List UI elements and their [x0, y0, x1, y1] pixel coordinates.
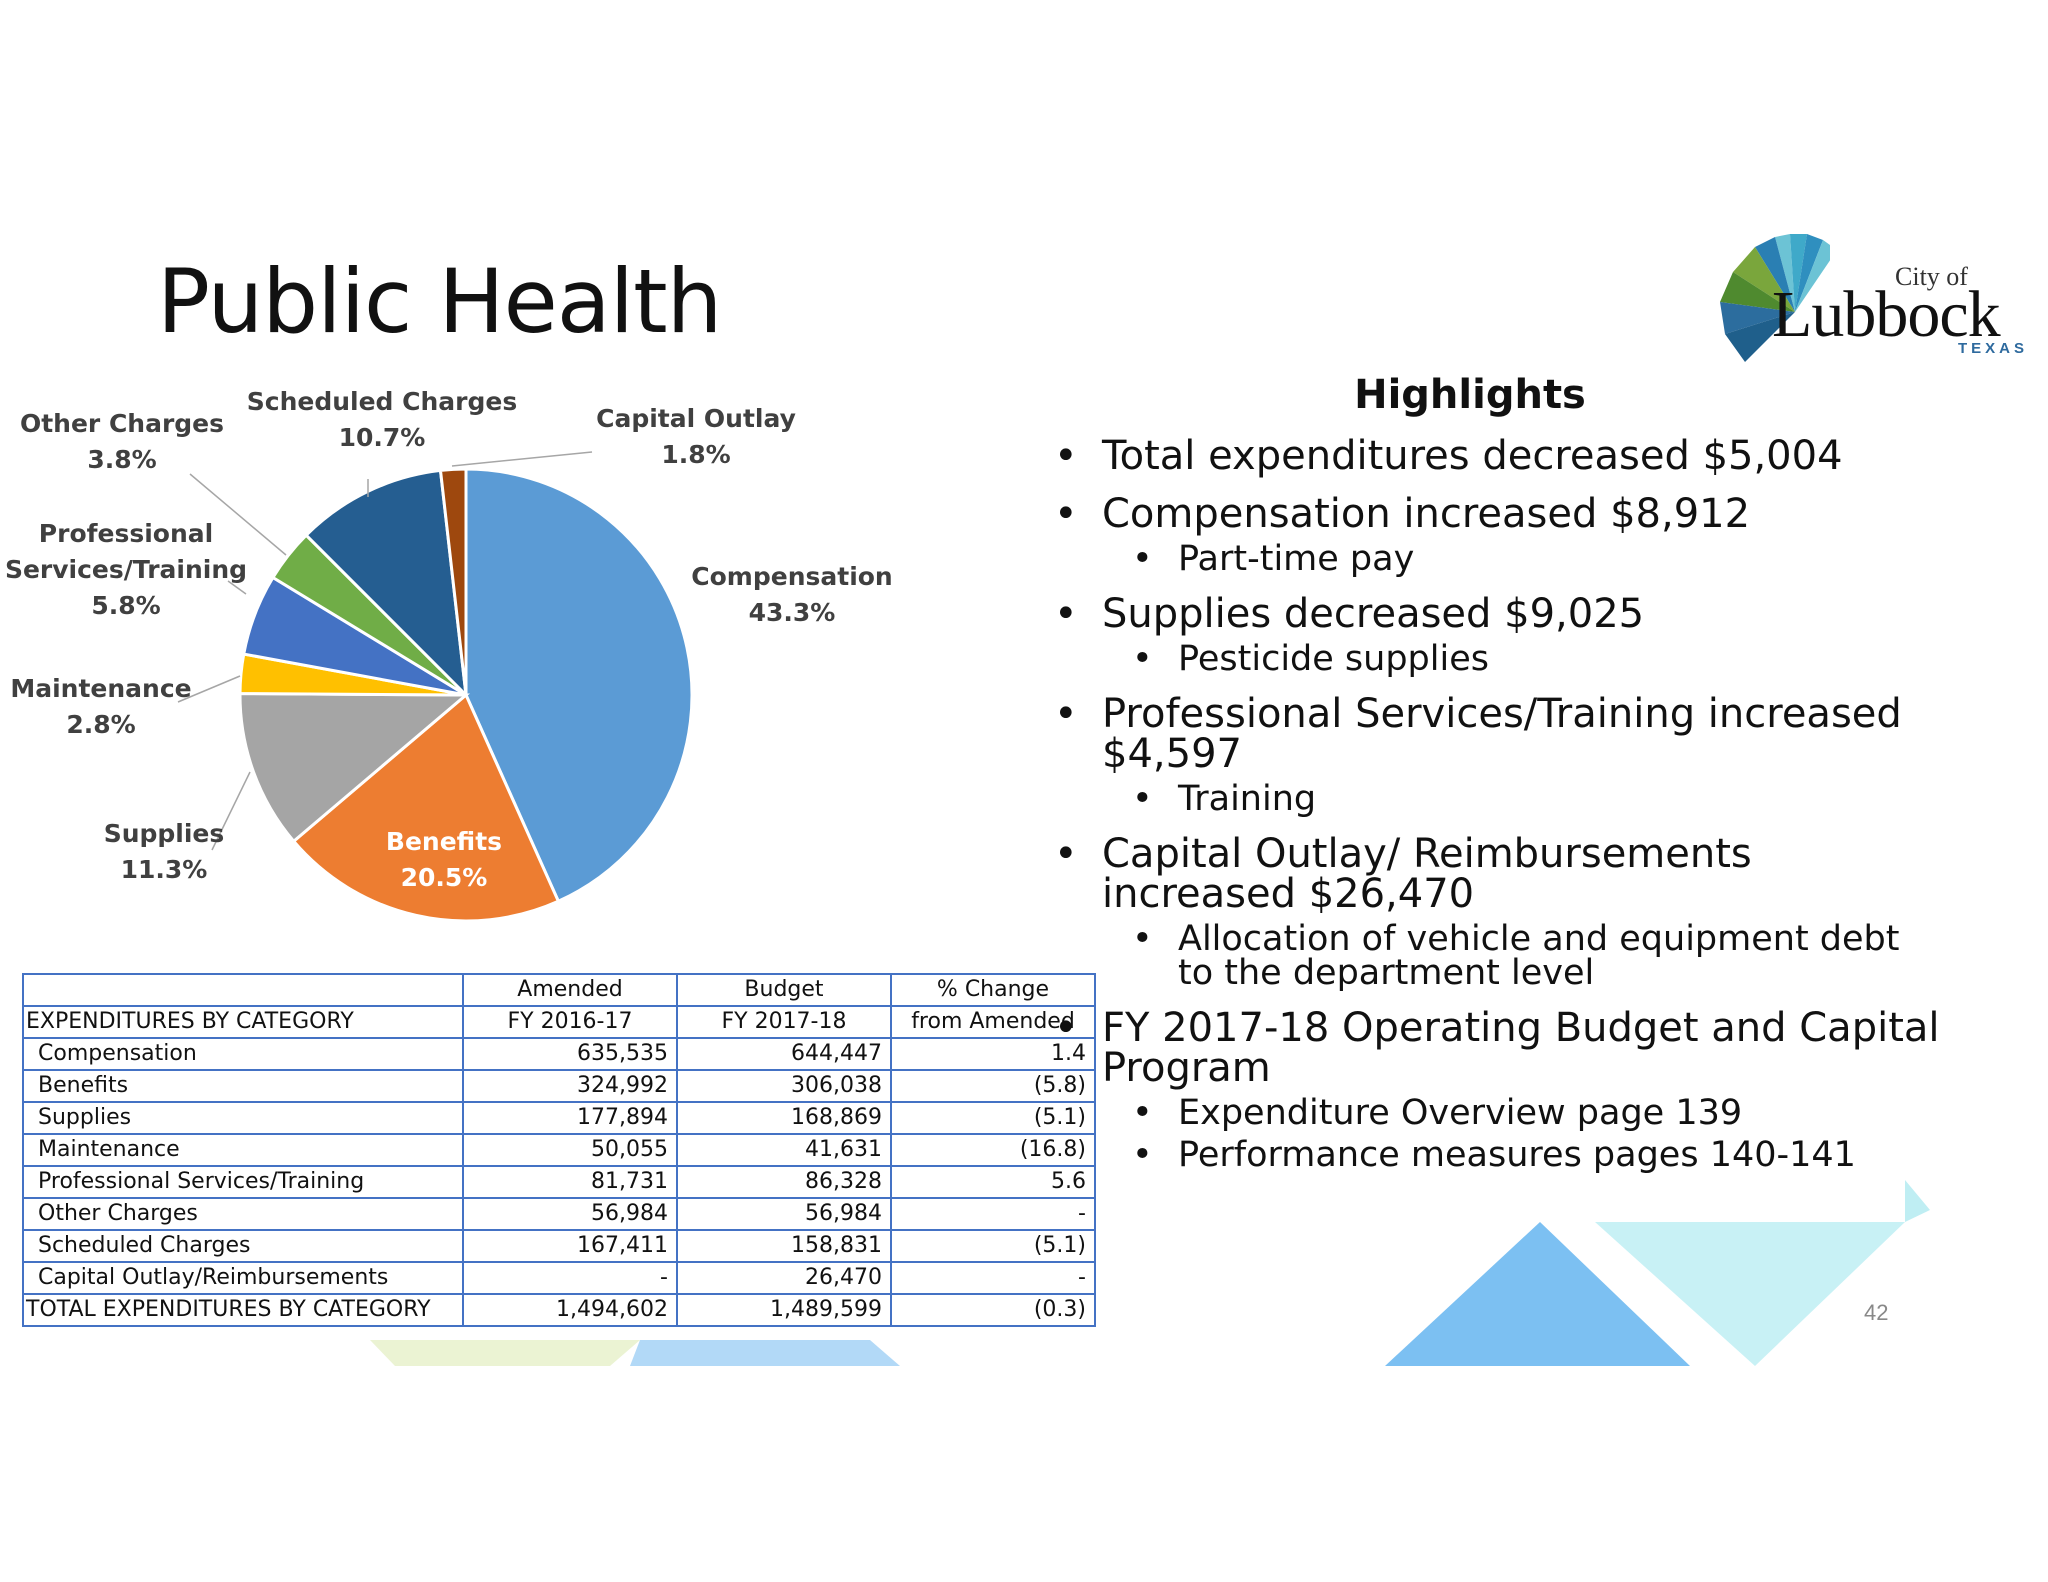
highlight-bullet: Compensation increased $8,912 — [1040, 494, 1940, 534]
data-label-category: Professional — [39, 519, 213, 548]
data-label-category: Benefits — [386, 827, 502, 856]
table-cell: 56,984 — [676, 1197, 892, 1231]
table-cell: 26,470 — [676, 1261, 892, 1295]
table-cell: - — [890, 1197, 1096, 1231]
data-label-category: Supplies — [104, 819, 225, 848]
table-cell: 1,494,602 — [462, 1293, 678, 1327]
table-cell: 50,055 — [462, 1133, 678, 1167]
expenditures-table: Amended Budget% Change EXPENDITURES BY CAT… — [22, 973, 1096, 1327]
table-cell: Amended — [462, 973, 678, 1007]
data-label-value: 20.5% — [401, 863, 488, 892]
table-row: Capital Outlay/Reimbursements -26,470- — [22, 1261, 1096, 1295]
pie-slice-compensation — [464, 467, 694, 904]
table-header-row: Amended Budget% Change — [22, 973, 1096, 1007]
table-cell: Budget — [676, 973, 892, 1007]
highlight-bullet: Capital Outlay/ Reimbursements increased… — [1040, 834, 1940, 914]
leader-line — [227, 580, 247, 595]
city-logo: City of Lubbock TEXAS — [1700, 222, 2030, 362]
table-cell: - — [462, 1261, 678, 1295]
pie-slice-capital-outlay — [438, 467, 468, 696]
table-cell: Benefits — [22, 1069, 464, 1103]
leader-line — [177, 675, 241, 703]
table-row: Benefits 324,992 306,038 (5.8) — [22, 1069, 1096, 1103]
data-label-value: 2.8% — [66, 710, 135, 739]
leader-line — [451, 451, 593, 467]
table-cell: 635,535 — [462, 1037, 678, 1071]
table-cell: 1,489,599 — [676, 1293, 892, 1327]
table-row: Scheduled Charges 167,411 158,831 (5.1) — [22, 1229, 1096, 1263]
page-number: 42 — [1864, 1300, 1889, 1325]
highlight-bullet: FY 2017-18 Operating Budget and Capital … — [1040, 1008, 1940, 1088]
table-cell: Supplies — [22, 1101, 464, 1135]
logo-state-text: TEXAS — [1958, 340, 2029, 357]
highlights-panel: Highlights Total expenditures decreased … — [1040, 372, 1940, 1173]
highlight-sub-bullet: Allocation of vehicle and equipment debt… — [1040, 922, 1940, 991]
table-cell: FY 2017-18 — [676, 1005, 892, 1039]
data-label-value: 11.3% — [121, 855, 208, 884]
table-cell: TOTAL EXPENDITURES BY CATEGORY — [22, 1293, 464, 1327]
table-cell — [22, 973, 464, 1007]
table-cell: 168,869 — [676, 1101, 892, 1135]
data-label-value: 43.3% — [749, 598, 836, 627]
data-label-category: Other Charges — [20, 409, 224, 438]
highlight-sub-bullet: Training — [1040, 782, 1940, 817]
data-label-value: 5.8% — [91, 591, 160, 620]
table-row: Compensation 635,535 644,447 1.4 — [22, 1037, 1096, 1071]
data-label-value: 1.8% — [661, 440, 730, 469]
table-cell: Scheduled Charges — [22, 1229, 464, 1263]
table-cell: Maintenance — [22, 1133, 464, 1167]
data-label-category: Scheduled Charges — [247, 387, 517, 416]
highlight-sub-bullet: Part-time pay — [1040, 542, 1940, 577]
table-cell: Compensation — [22, 1037, 464, 1071]
logo-sunburst-icon — [1720, 234, 1830, 362]
expenditure-pie-chart: Compensation 43.3% Benefits 20.5% Supplies 11… — [5, 387, 893, 923]
table-cell: 158,831 — [676, 1229, 892, 1263]
table-cell: 306,038 — [676, 1069, 892, 1103]
table-cell: 324,992 — [462, 1069, 678, 1103]
table-cell: Capital Outlay/Reimbursements — [22, 1261, 464, 1295]
highlight-sub-bullet: Expenditure Overview page 139 — [1040, 1096, 1940, 1131]
pie-slice-benefits — [291, 692, 561, 923]
table-cell: 81,731 — [462, 1165, 678, 1199]
highlight-bullet: Supplies decreased $9,025 — [1040, 594, 1940, 634]
data-label-category: Maintenance — [10, 674, 191, 703]
table-cell: 167,411 — [462, 1229, 678, 1263]
highlight-sub-bullet: Performance measures pages 140-141 — [1040, 1138, 1940, 1173]
table-cell: 177,894 — [462, 1101, 678, 1135]
leader-line — [211, 771, 251, 851]
table-row: Maintenance 50,055 41,631 (16.8) — [22, 1133, 1096, 1167]
table-cell: Other Charges — [22, 1197, 464, 1231]
table-cell: - — [890, 1261, 1096, 1295]
highlights-title: Highlights — [1354, 372, 1586, 418]
table-cell: EXPENDITURES BY CATEGORY — [22, 1005, 464, 1039]
table-cell: 86,328 — [676, 1165, 892, 1199]
highlight-bullet: Total expenditures decreased $5,004 — [1040, 436, 1940, 476]
logo-name-text: Lubbock — [1772, 278, 2001, 351]
table-total-row: TOTAL EXPENDITURES BY CATEGORY 1,494,602 1… — [22, 1293, 1096, 1327]
data-label-category: Capital Outlay — [596, 404, 796, 433]
table-header-row: EXPENDITURES BY CATEGORY FY 2016-17 FY 201… — [22, 1005, 1096, 1039]
page-title: Public Health — [157, 250, 722, 353]
table-cell: 41,631 — [676, 1133, 892, 1167]
highlight-bullet: Professional Services/Training increased… — [1040, 694, 1940, 774]
table-cell: (0.3) — [890, 1293, 1096, 1327]
logo-city-text: City of — [1895, 262, 1968, 291]
table-cell: Professional Services/Training — [22, 1165, 464, 1199]
pie-slice-supplies — [238, 692, 471, 844]
table-row: Supplies 177,894 168,869 (5.1) — [22, 1101, 1096, 1135]
leader-line — [189, 473, 287, 556]
data-label-value: 10.7% — [339, 423, 426, 452]
data-label-category: Services/Training — [5, 555, 247, 584]
table-cell: 644,447 — [676, 1037, 892, 1071]
table-cell: 56,984 — [462, 1197, 678, 1231]
data-label-category: Compensation — [691, 562, 892, 591]
table-cell: FY 2016-17 — [462, 1005, 678, 1039]
data-label-value: 3.8% — [87, 445, 156, 474]
table-cell: (5.1) — [890, 1229, 1096, 1263]
highlight-sub-bullet: Pesticide supplies — [1040, 642, 1940, 677]
table-row: Professional Services/Training 81,731 86,3… — [22, 1165, 1096, 1199]
table-row: Other Charges 56,984 56,984- — [22, 1197, 1096, 1231]
